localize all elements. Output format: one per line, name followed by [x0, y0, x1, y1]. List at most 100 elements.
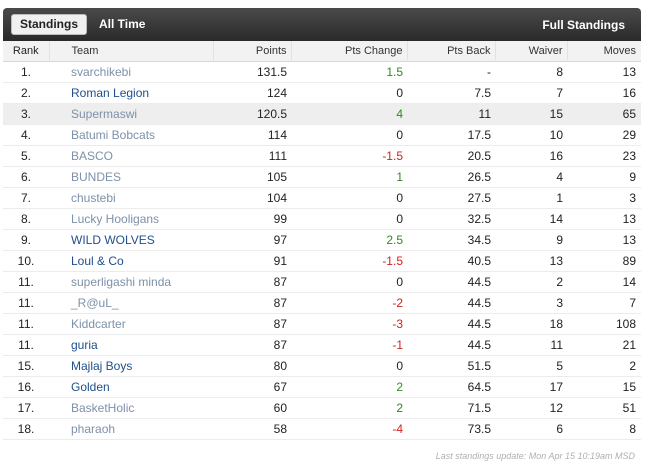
- pts-change-cell: 0: [396, 358, 403, 373]
- moves-cell: 8: [629, 421, 636, 436]
- waiver-cell: 10: [549, 127, 563, 142]
- team-link[interactable]: Kiddcarter: [71, 316, 126, 331]
- team-link[interactable]: guria: [71, 337, 98, 352]
- pts-back-cell: 32.5: [467, 211, 491, 226]
- table-row: 7. chustebi 104 0 27.5 1 3: [3, 187, 641, 208]
- team-cell: Lucky Hooligans: [49, 208, 213, 229]
- tab-all-time[interactable]: All Time: [99, 17, 146, 31]
- team-cell: Golden: [49, 376, 213, 397]
- points-cell: 87: [273, 295, 287, 310]
- team-link[interactable]: Lucky Hooligans: [71, 211, 160, 226]
- team-link[interactable]: Golden: [71, 379, 110, 394]
- waiver-cell: 17: [549, 379, 563, 394]
- points-cell: 87: [273, 337, 287, 352]
- points-cell: 97: [273, 232, 287, 247]
- pts-back-cell: 44.5: [467, 295, 491, 310]
- table-row: 10. Loul & Co 91 -1.5 40.5 13 89: [3, 250, 641, 271]
- table-row: 4. Batumi Bobcats 114 0 17.5 10 29: [3, 124, 641, 145]
- points-cell: 87: [273, 274, 287, 289]
- team-link[interactable]: Majlaj Boys: [71, 358, 133, 373]
- team-link[interactable]: WILD WOLVES: [71, 232, 155, 247]
- column-header-waiver[interactable]: Waiver: [494, 41, 567, 61]
- team-cell: BUNDES: [49, 166, 213, 187]
- team-cell: chustebi: [49, 187, 213, 208]
- rank-cell: 16.: [17, 379, 35, 394]
- column-header-rank[interactable]: Rank: [12, 44, 39, 57]
- moves-cell: 16: [622, 85, 636, 100]
- column-header-points[interactable]: Points: [212, 41, 291, 61]
- moves-cell: 13: [622, 211, 636, 226]
- waiver-cell: 6: [556, 421, 563, 436]
- rank-cell: 1.: [20, 64, 31, 79]
- team-cell: superligashi minda: [49, 271, 213, 292]
- pts-change-cell: -4: [392, 421, 403, 436]
- team-link[interactable]: BasketHolic: [71, 400, 135, 415]
- pts-back-cell: 44.5: [467, 274, 491, 289]
- rank-cell: 7.: [20, 190, 31, 205]
- team-link[interactable]: Roman Legion: [71, 85, 150, 100]
- rank-cell: 3.: [20, 106, 31, 121]
- table-row: 5. BASCO 111 -1.5 20.5 16 23: [3, 145, 641, 166]
- rank-cell: 18.: [17, 421, 35, 436]
- team-link[interactable]: BASCO: [71, 148, 114, 163]
- points-cell: 60: [273, 400, 287, 415]
- moves-cell: 9: [629, 169, 636, 184]
- team-link[interactable]: svarchikebi: [71, 64, 132, 79]
- pts-change-cell: -1: [392, 337, 403, 352]
- points-cell: 120.5: [256, 106, 287, 121]
- waiver-cell: 2: [556, 274, 563, 289]
- tab-standings[interactable]: Standings: [11, 14, 88, 35]
- pts-change-cell: 0: [396, 211, 403, 226]
- waiver-cell: 15: [549, 106, 563, 121]
- team-link[interactable]: Loul & Co: [71, 253, 124, 268]
- table-row: 9. WILD WOLVES 97 2.5 34.5 9 13: [3, 229, 641, 250]
- team-link[interactable]: _R@uL_: [71, 295, 119, 310]
- pts-change-cell: 4: [396, 106, 403, 121]
- full-standings-link[interactable]: Full Standings: [542, 17, 625, 32]
- waiver-cell: 8: [556, 64, 563, 79]
- table-row: 11. guria 87 -1 44.5 11 21: [3, 334, 641, 355]
- points-cell: 111: [268, 148, 287, 163]
- team-link[interactable]: pharaoh: [71, 421, 116, 436]
- pts-back-cell: 73.5: [467, 421, 491, 436]
- team-cell: WILD WOLVES: [49, 229, 213, 250]
- points-cell: 124: [266, 85, 287, 100]
- pts-change-cell: 2: [396, 400, 403, 415]
- team-link[interactable]: Batumi Bobcats: [71, 127, 156, 142]
- column-header-moves[interactable]: Moves: [566, 41, 641, 61]
- column-header-team[interactable]: Team: [48, 41, 213, 61]
- table-row: 11. _R@uL_ 87 -2 44.5 3 7: [3, 292, 641, 313]
- pts-change-cell: 2: [396, 379, 403, 394]
- team-cell: pharaoh: [49, 418, 213, 439]
- team-link[interactable]: chustebi: [71, 190, 116, 205]
- team-cell: Supermaswi: [49, 103, 213, 124]
- points-cell: 80: [273, 358, 287, 373]
- rank-cell: 15.: [17, 358, 35, 373]
- team-link[interactable]: BUNDES: [71, 169, 122, 184]
- pts-back-cell: 11: [478, 106, 491, 121]
- pts-back-cell: 7.5: [474, 85, 491, 100]
- waiver-cell: 3: [556, 295, 563, 310]
- moves-cell: 65: [622, 106, 636, 121]
- team-link[interactable]: superligashi minda: [71, 274, 172, 289]
- table-row: 11. superligashi minda 87 0 44.5 2 14: [3, 271, 641, 292]
- pts-back-cell: 40.5: [467, 253, 491, 268]
- pts-back-cell: 27.5: [467, 190, 491, 205]
- waiver-cell: 13: [549, 253, 563, 268]
- points-cell: 67: [273, 379, 287, 394]
- pts-change-cell: -1.5: [382, 253, 403, 268]
- waiver-cell: 9: [556, 232, 563, 247]
- moves-cell: 51: [622, 400, 636, 415]
- table-row: 16. Golden 67 2 64.5 17 15: [3, 376, 641, 397]
- moves-cell: 13: [622, 64, 636, 79]
- waiver-cell: 16: [549, 148, 563, 163]
- column-header-pts-back[interactable]: Pts Back: [406, 41, 495, 61]
- column-header-pts-change[interactable]: Pts Change: [290, 41, 407, 61]
- waiver-cell: 12: [549, 400, 563, 415]
- moves-cell: 14: [622, 274, 636, 289]
- pts-back-cell: 34.5: [467, 232, 491, 247]
- team-link[interactable]: Supermaswi: [71, 106, 138, 121]
- standings-toolbar: Standings All Time Full Standings: [3, 8, 641, 41]
- moves-cell: 13: [622, 232, 636, 247]
- team-cell: Batumi Bobcats: [49, 124, 213, 145]
